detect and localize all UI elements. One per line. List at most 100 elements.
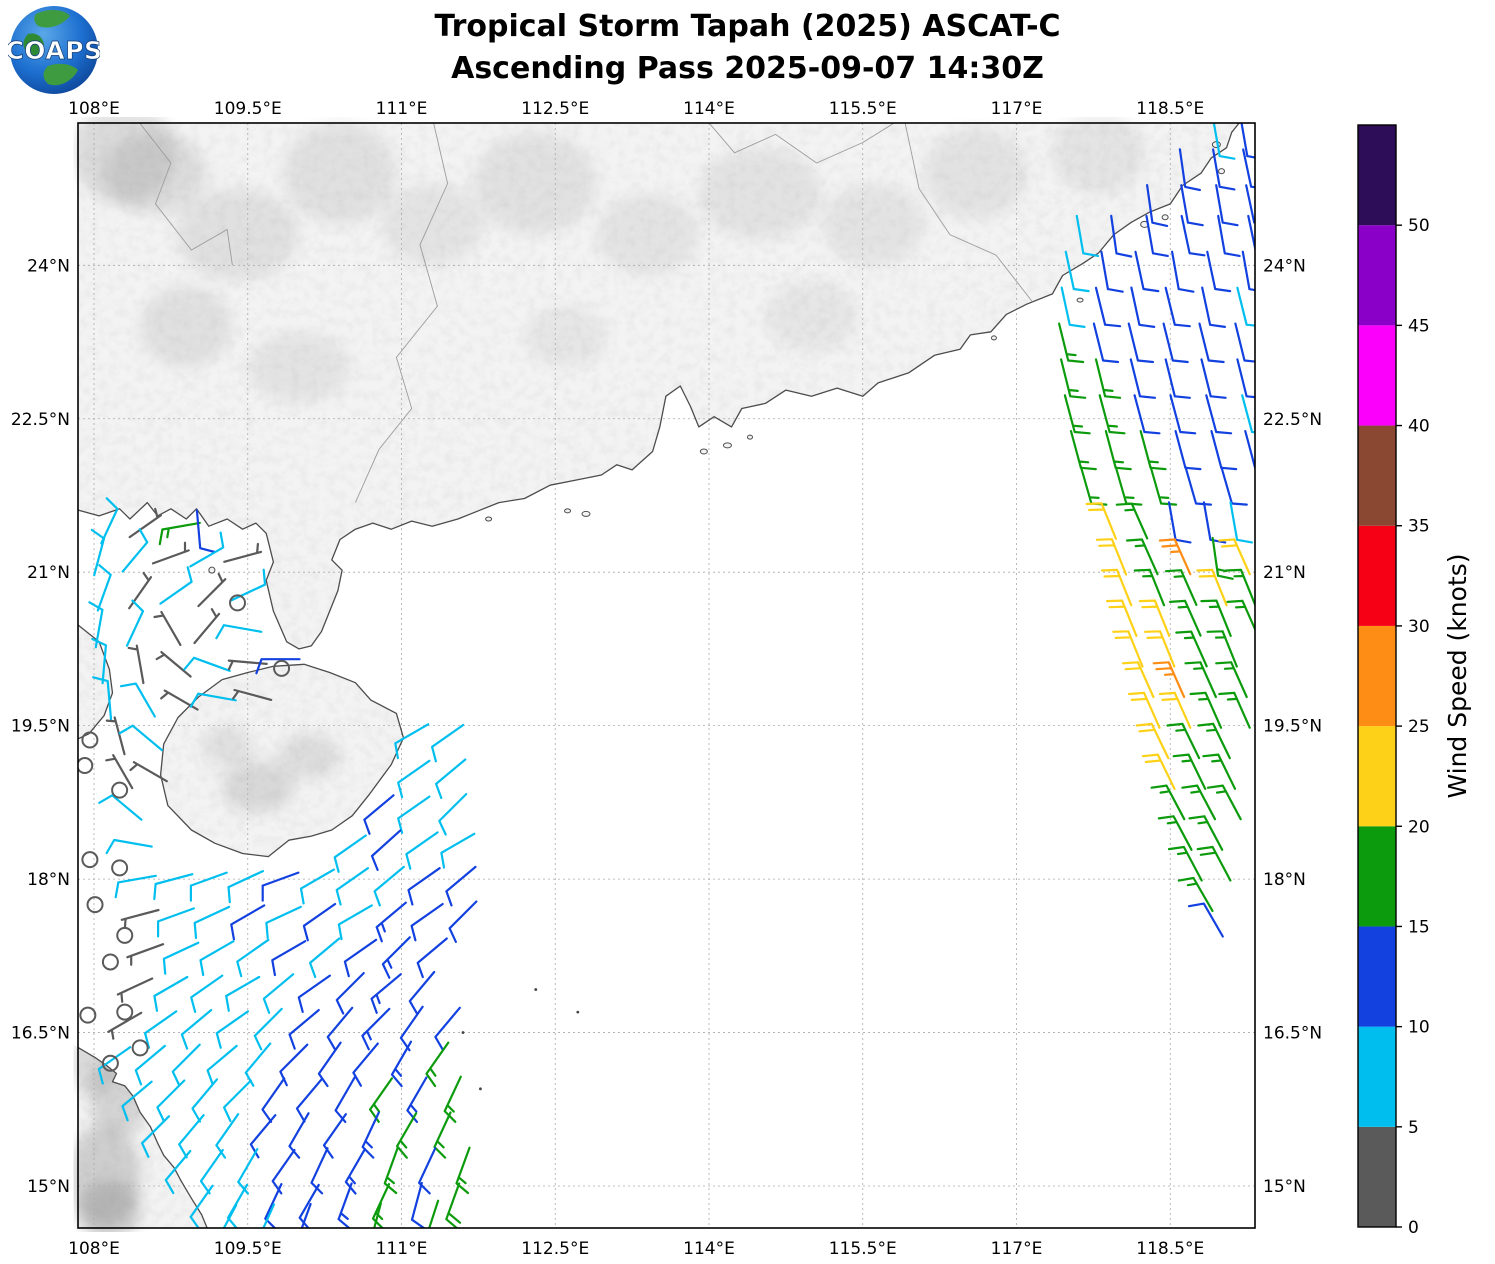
wind-barb — [1197, 722, 1231, 760]
wind-barb — [428, 1199, 440, 1228]
wind-barb — [394, 723, 430, 760]
terrain-shade — [222, 761, 294, 813]
wind-barb — [1200, 358, 1227, 399]
wind-barb — [397, 759, 431, 799]
wind-barb — [337, 1182, 353, 1228]
lon-tick-label-bottom: 118.5°E — [1136, 1239, 1204, 1259]
wind-barb — [1167, 501, 1192, 544]
wind-barb — [405, 831, 439, 870]
wind-barb — [1130, 286, 1156, 328]
wind-barb — [1206, 630, 1238, 668]
lat-tick-label-left: 18°N — [27, 870, 70, 890]
wind-barb — [159, 566, 193, 605]
wind-barb — [197, 572, 227, 608]
province-border — [354, 123, 449, 503]
lat-tick-label-right: 18°N — [1263, 870, 1306, 890]
terrain-shade — [1052, 117, 1145, 194]
wind-barb — [1188, 815, 1224, 851]
colorbar-tick-label: 5 — [1408, 1118, 1419, 1138]
calm-wind-circle — [86, 896, 104, 914]
wind-barb — [335, 867, 369, 906]
wind-barb — [155, 651, 192, 678]
wind-barb — [127, 644, 145, 685]
wind-barb — [91, 637, 107, 685]
lat-tick-label-right: 21°N — [1263, 563, 1306, 583]
terrain-shade — [821, 183, 925, 266]
coaps-logo: COAPS — [5, 4, 102, 96]
wind-barb — [1157, 815, 1193, 851]
wind-barb — [1201, 286, 1226, 328]
wind-barb — [343, 938, 378, 978]
wind-barb — [105, 838, 153, 855]
wind-barb — [1166, 722, 1201, 760]
wind-barb — [1200, 599, 1232, 637]
lat-tick-label-right: 24°N — [1263, 256, 1306, 276]
wind-barb — [410, 902, 444, 942]
wind-barb — [1224, 568, 1255, 607]
islet — [1161, 214, 1169, 221]
terrain-shade — [176, 188, 299, 281]
wind-barb — [326, 1006, 354, 1051]
wind-barb — [1106, 599, 1138, 637]
province-border — [139, 123, 233, 266]
title-line2: Ascending Pass 2025-09-07 14:30Z — [451, 51, 1044, 86]
wind-barb — [370, 973, 402, 1014]
wind-barb — [438, 793, 468, 836]
wind-barb — [1092, 322, 1120, 364]
wind-barb — [334, 1076, 356, 1123]
wind-barb — [144, 1010, 178, 1049]
calm-wind-circle — [81, 731, 99, 749]
wind-barb — [1060, 358, 1087, 399]
lon-tick-label-top: 115.5°E — [829, 99, 897, 119]
wind-barb — [189, 1184, 214, 1228]
colorbar-segment — [1358, 826, 1396, 927]
colorbar-tick-label: 35 — [1408, 517, 1430, 537]
terrain-shade — [201, 725, 253, 767]
wind-barb — [440, 832, 476, 869]
wind-barb — [309, 937, 341, 979]
wind-barb — [1177, 876, 1214, 912]
colorbar-tick-label: 15 — [1408, 917, 1430, 937]
wind-barb — [1069, 430, 1097, 471]
lon-tick-label-top: 112.5°E — [521, 99, 589, 119]
terrain-shade — [278, 733, 340, 779]
wind-barb — [222, 1203, 238, 1228]
wind-barb — [1234, 322, 1255, 363]
wind-barb — [1150, 784, 1186, 821]
wind-barb — [1158, 538, 1192, 576]
calm-wind-circle — [229, 594, 246, 612]
wind-barb — [445, 865, 477, 907]
colorbar-segment — [1358, 325, 1396, 426]
calm-wind-circle — [116, 1003, 134, 1021]
border-layer — [139, 123, 1033, 503]
wind-barb — [1100, 250, 1124, 293]
wind-barb — [237, 1148, 259, 1195]
terrain-shade — [596, 193, 699, 276]
wind-barb — [408, 970, 436, 1016]
wind-barb — [1164, 358, 1191, 399]
wind-barb — [397, 795, 431, 834]
wind-barb — [223, 542, 263, 563]
wind-barb — [1215, 661, 1248, 699]
wind-barb — [1152, 661, 1186, 699]
wind-barb — [227, 870, 264, 904]
lon-tick-label-bottom: 108°E — [68, 1239, 120, 1259]
terrain-shade — [283, 122, 397, 225]
wind-barb — [153, 873, 194, 901]
wind-barb — [1115, 502, 1149, 540]
colorbar-segment — [1358, 1026, 1396, 1127]
terrain-shade — [381, 183, 484, 266]
islet — [485, 516, 493, 522]
province-border — [904, 123, 1033, 302]
wind-barb — [1058, 322, 1085, 364]
lat-tick-label-left: 21°N — [27, 563, 70, 583]
wind-barb — [98, 794, 143, 821]
wind-barb — [1128, 691, 1161, 729]
wind-barb — [1217, 214, 1241, 257]
wind-barb — [195, 509, 216, 554]
wind-barb — [288, 1009, 320, 1050]
wind-barb — [425, 1041, 450, 1088]
wind-barb — [416, 937, 448, 979]
wind-barb — [96, 564, 112, 612]
calm-wind-circle — [101, 1054, 119, 1072]
